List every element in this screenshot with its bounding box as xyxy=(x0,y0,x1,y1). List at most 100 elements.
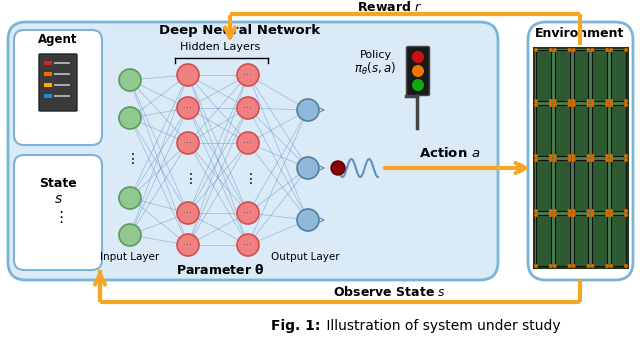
Circle shape xyxy=(609,48,613,52)
FancyBboxPatch shape xyxy=(8,22,498,280)
Circle shape xyxy=(119,187,141,209)
Circle shape xyxy=(548,103,553,107)
Circle shape xyxy=(548,209,553,213)
Circle shape xyxy=(119,107,141,129)
Circle shape xyxy=(590,264,595,268)
Circle shape xyxy=(568,209,572,213)
Text: Environment: Environment xyxy=(535,27,625,40)
Bar xyxy=(54,62,70,64)
Bar xyxy=(611,160,626,211)
Circle shape xyxy=(548,99,553,103)
Circle shape xyxy=(534,213,538,217)
Text: Observe State $s$: Observe State $s$ xyxy=(333,285,447,299)
Circle shape xyxy=(590,213,595,217)
Circle shape xyxy=(534,154,538,158)
Text: ···: ··· xyxy=(243,138,253,148)
Circle shape xyxy=(586,103,590,107)
Bar xyxy=(573,160,588,211)
Circle shape xyxy=(605,209,609,213)
Bar xyxy=(593,160,607,211)
Text: $\vdots$: $\vdots$ xyxy=(183,171,193,185)
Circle shape xyxy=(572,48,575,52)
Circle shape xyxy=(534,48,538,52)
Text: ···: ··· xyxy=(243,103,253,113)
Text: State: State xyxy=(39,177,77,190)
FancyBboxPatch shape xyxy=(528,22,633,280)
Bar xyxy=(573,105,588,156)
FancyBboxPatch shape xyxy=(39,54,77,111)
Circle shape xyxy=(553,48,557,52)
Circle shape xyxy=(605,99,609,103)
Circle shape xyxy=(553,99,557,103)
Bar xyxy=(534,48,628,268)
Text: ···: ··· xyxy=(243,240,253,250)
Circle shape xyxy=(609,99,613,103)
Circle shape xyxy=(572,154,575,158)
Circle shape xyxy=(177,64,199,86)
Circle shape xyxy=(553,158,557,162)
Text: Hidden Layers: Hidden Layers xyxy=(180,42,260,52)
Circle shape xyxy=(412,51,424,63)
Circle shape xyxy=(553,209,557,213)
Circle shape xyxy=(590,48,595,52)
Bar xyxy=(611,50,626,101)
Circle shape xyxy=(605,264,609,268)
Text: $s$: $s$ xyxy=(54,192,63,206)
Text: Input Layer: Input Layer xyxy=(100,252,159,262)
Circle shape xyxy=(568,103,572,107)
Circle shape xyxy=(586,99,590,103)
Bar xyxy=(555,50,570,101)
Text: Parameter $\bf{\theta}$: Parameter $\bf{\theta}$ xyxy=(175,263,264,277)
Circle shape xyxy=(177,234,199,256)
Text: ···: ··· xyxy=(184,103,193,113)
Circle shape xyxy=(572,103,575,107)
Bar xyxy=(593,105,607,156)
Bar xyxy=(44,72,52,76)
Text: $\vdots$: $\vdots$ xyxy=(53,209,63,225)
Text: Illustration of system under study: Illustration of system under study xyxy=(322,319,561,333)
Circle shape xyxy=(586,48,590,52)
Bar xyxy=(611,105,626,156)
Text: ···: ··· xyxy=(243,70,253,80)
Circle shape xyxy=(590,158,595,162)
Circle shape xyxy=(548,213,553,217)
Bar xyxy=(536,160,551,211)
Circle shape xyxy=(119,224,141,246)
Circle shape xyxy=(605,48,609,52)
Bar xyxy=(54,73,70,75)
Circle shape xyxy=(534,264,538,268)
Circle shape xyxy=(624,158,628,162)
Circle shape xyxy=(586,158,590,162)
Circle shape xyxy=(297,99,319,121)
Circle shape xyxy=(605,154,609,158)
Circle shape xyxy=(534,209,538,213)
Circle shape xyxy=(572,264,575,268)
Circle shape xyxy=(605,213,609,217)
Circle shape xyxy=(624,209,628,213)
Circle shape xyxy=(568,154,572,158)
Circle shape xyxy=(590,103,595,107)
Circle shape xyxy=(572,158,575,162)
Circle shape xyxy=(572,209,575,213)
Circle shape xyxy=(624,264,628,268)
Bar xyxy=(555,105,570,156)
Circle shape xyxy=(412,65,424,77)
Circle shape xyxy=(586,209,590,213)
Bar xyxy=(44,83,52,87)
Circle shape xyxy=(609,103,613,107)
Circle shape xyxy=(553,264,557,268)
Circle shape xyxy=(590,154,595,158)
Bar xyxy=(611,215,626,266)
Circle shape xyxy=(553,213,557,217)
Text: Deep Neural Network: Deep Neural Network xyxy=(159,24,321,37)
Bar xyxy=(54,84,70,86)
Circle shape xyxy=(586,264,590,268)
Circle shape xyxy=(609,158,613,162)
Circle shape xyxy=(605,158,609,162)
Circle shape xyxy=(534,158,538,162)
Circle shape xyxy=(568,213,572,217)
Circle shape xyxy=(534,103,538,107)
Circle shape xyxy=(605,103,609,107)
Bar xyxy=(555,215,570,266)
Circle shape xyxy=(548,158,553,162)
